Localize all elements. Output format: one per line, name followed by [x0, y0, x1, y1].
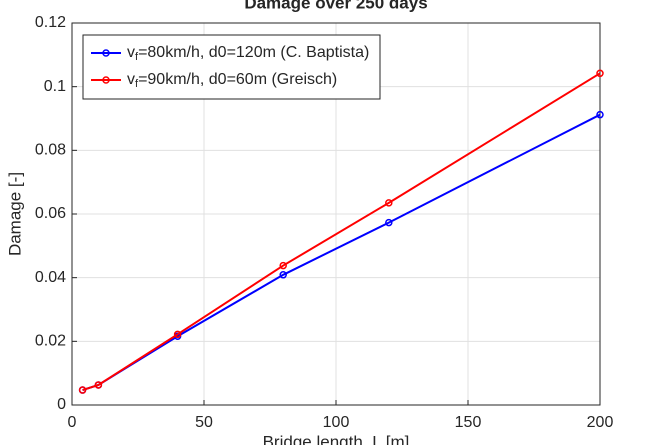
legend-marker — [102, 76, 110, 84]
data-point — [596, 110, 604, 119]
chart-title: Damage over 250 days — [244, 0, 427, 12]
x-tick-label: 0 — [68, 414, 77, 431]
y-tick-label: 0.08 — [35, 142, 66, 159]
data-line — [82, 72, 601, 391]
x-tick-label: 200 — [587, 414, 614, 431]
y-tick-label: 0.1 — [44, 78, 66, 95]
legend-marker — [102, 49, 110, 57]
legend-label: vf=80km/h, d0=120m (C. Baptista) — [127, 44, 369, 63]
data-point — [78, 386, 87, 394]
y-axis-label: Damage [-] — [5, 172, 24, 256]
data-point — [173, 330, 182, 339]
x-tick-label: 100 — [323, 414, 350, 431]
data-point — [385, 199, 393, 207]
legend-label: vf=90km/h, d0=60m (Greisch) — [127, 71, 337, 90]
x-axis-label: Bridge length, L [m] — [263, 432, 410, 445]
x-tick-label: 150 — [455, 414, 482, 431]
legend-box — [82, 34, 381, 100]
y-tick-label: 0.06 — [35, 205, 66, 222]
y-tick-label: 0.04 — [35, 269, 66, 286]
y-tick-label: 0.02 — [35, 333, 66, 350]
data-point — [279, 271, 287, 279]
x-tick-label: 50 — [195, 414, 213, 431]
data-point — [385, 218, 393, 227]
y-tick-label: 0 — [57, 396, 66, 413]
data-point — [94, 381, 103, 389]
data-point — [596, 69, 604, 78]
data-line — [82, 113, 601, 391]
y-tick-label: 0.12 — [35, 14, 66, 31]
plot-frame — [71, 22, 601, 406]
data-point — [279, 261, 287, 270]
